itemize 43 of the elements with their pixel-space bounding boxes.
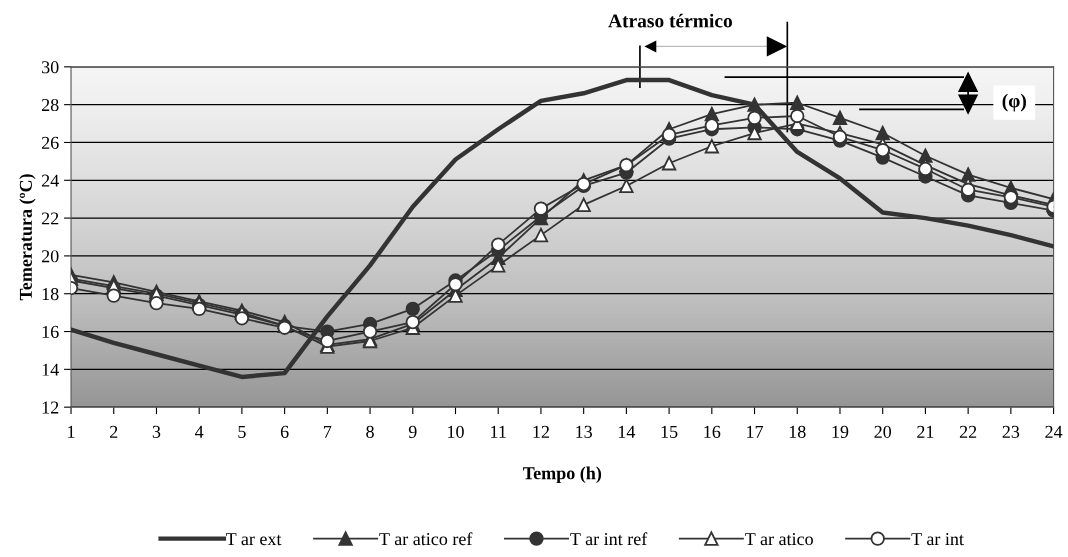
- x-tick-label: 5: [238, 425, 246, 438]
- legend-label: T ar atico ref: [379, 532, 473, 546]
- x-tick-label: 8: [366, 425, 374, 438]
- x-tick-label: 21: [917, 425, 934, 438]
- x-tick-label: 16: [704, 425, 721, 438]
- legend-label: T ar int ref: [570, 532, 648, 546]
- x-tick-label: 23: [1002, 425, 1020, 438]
- x-tick-label: 2: [110, 425, 118, 438]
- y-tick-label: 30: [42, 61, 59, 74]
- x-tick-label: 12: [533, 425, 549, 438]
- legend-label: T ar ext: [225, 533, 282, 546]
- x-tick-label: 11: [491, 425, 506, 438]
- x-axis-title: Tempo (h): [523, 466, 602, 483]
- y-axis-title: Temeratura (ºC): [19, 174, 36, 301]
- y-tick-label: 18: [42, 287, 59, 301]
- y-tick-label: 24: [41, 174, 59, 187]
- y-tick-label: 22: [41, 212, 59, 225]
- x-tick-label: 18: [789, 425, 806, 438]
- x-tick-label: 17: [747, 425, 764, 438]
- y-tick-label: 20: [41, 250, 59, 263]
- y-tick-label: 16: [42, 325, 59, 338]
- y-tick-label: 28: [41, 98, 59, 112]
- legend-label: T ar int: [911, 533, 964, 546]
- x-tick-label: 13: [576, 425, 592, 438]
- x-tick-label: 9: [408, 425, 417, 438]
- annotation: (φ): [1002, 93, 1026, 112]
- x-tick-label: 22: [959, 425, 977, 438]
- x-tick-label: 24: [1045, 425, 1063, 438]
- x-tick-label: 20: [874, 425, 892, 438]
- x-tick-label: 19: [832, 425, 849, 438]
- y-tick-label: 12: [42, 401, 59, 414]
- x-tick-label: 4: [195, 425, 204, 438]
- x-tick-label: 6: [280, 425, 289, 438]
- x-tick-label: 14: [618, 425, 636, 438]
- text: Atraso térmico: [608, 13, 732, 28]
- x-tick-label: 1: [68, 425, 75, 438]
- x-tick-label: 10: [448, 425, 464, 438]
- x-tick-label: 7: [324, 425, 332, 438]
- y-tick-label: 26: [41, 136, 59, 149]
- y-tick-label: 14: [42, 363, 59, 376]
- legend-label: T ar atico: [745, 533, 813, 546]
- x-tick-label: 15: [661, 425, 678, 438]
- x-tick-label: 3: [152, 425, 161, 438]
